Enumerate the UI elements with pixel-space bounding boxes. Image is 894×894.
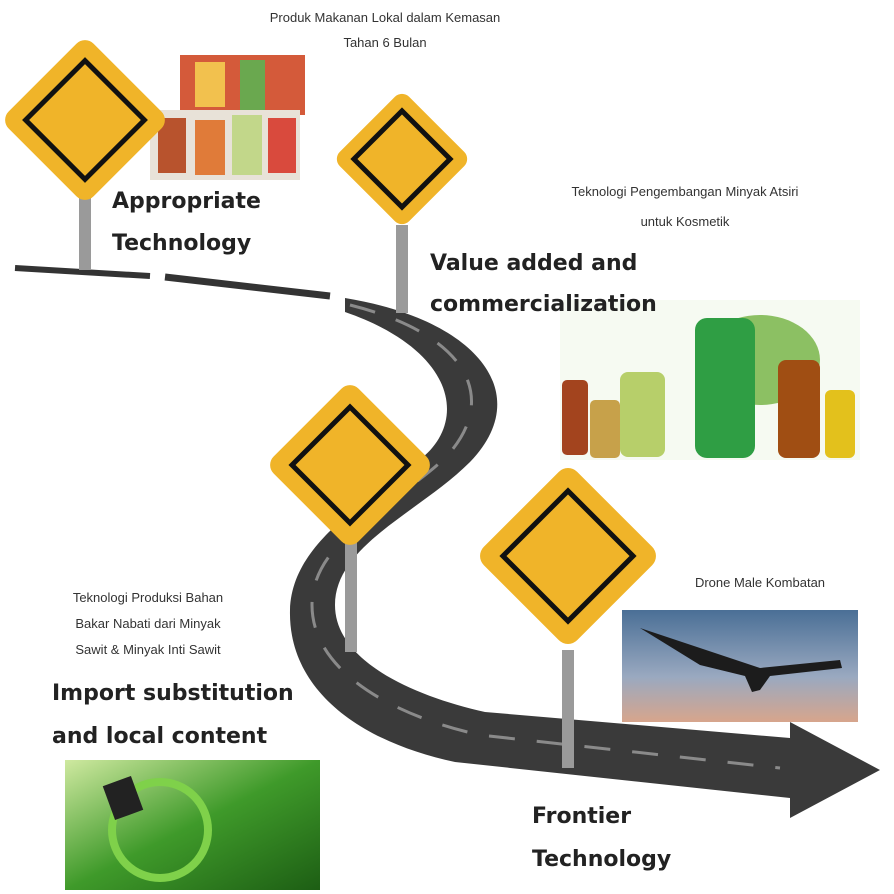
caption: Drone Male Kombatan (695, 575, 825, 590)
caption: Tahan 6 Bulan (343, 35, 426, 50)
stage-title: Import substitution (52, 681, 294, 706)
essential-oil-image (560, 300, 860, 460)
stage-title: Frontier (532, 804, 631, 829)
stage-title: Technology (112, 231, 251, 256)
caption: Bakar Nabati dari Minyak (75, 616, 221, 631)
drone-image (622, 610, 858, 722)
sign-value-added (333, 90, 472, 313)
roadmap-diagram: Produk Makanan Lokal dalam Kemasan Tahan… (0, 0, 894, 894)
biofuel-image (65, 760, 320, 890)
stage-title: and local content (52, 724, 268, 749)
caption: Teknologi Produksi Bahan (73, 590, 223, 605)
stage-title: Technology (532, 847, 671, 872)
stage-title: Value added and (430, 251, 637, 276)
caption: untuk Kosmetik (641, 214, 730, 229)
stage-title: Appropriate (112, 189, 261, 214)
caption: Produk Makanan Lokal dalam Kemasan (270, 10, 501, 25)
food-products-image (150, 55, 305, 180)
caption: Sawit & Minyak Inti Sawit (75, 642, 221, 657)
stage-title: commercialization (430, 292, 657, 317)
caption: Teknologi Pengembangan Minyak Atsiri (572, 184, 799, 199)
